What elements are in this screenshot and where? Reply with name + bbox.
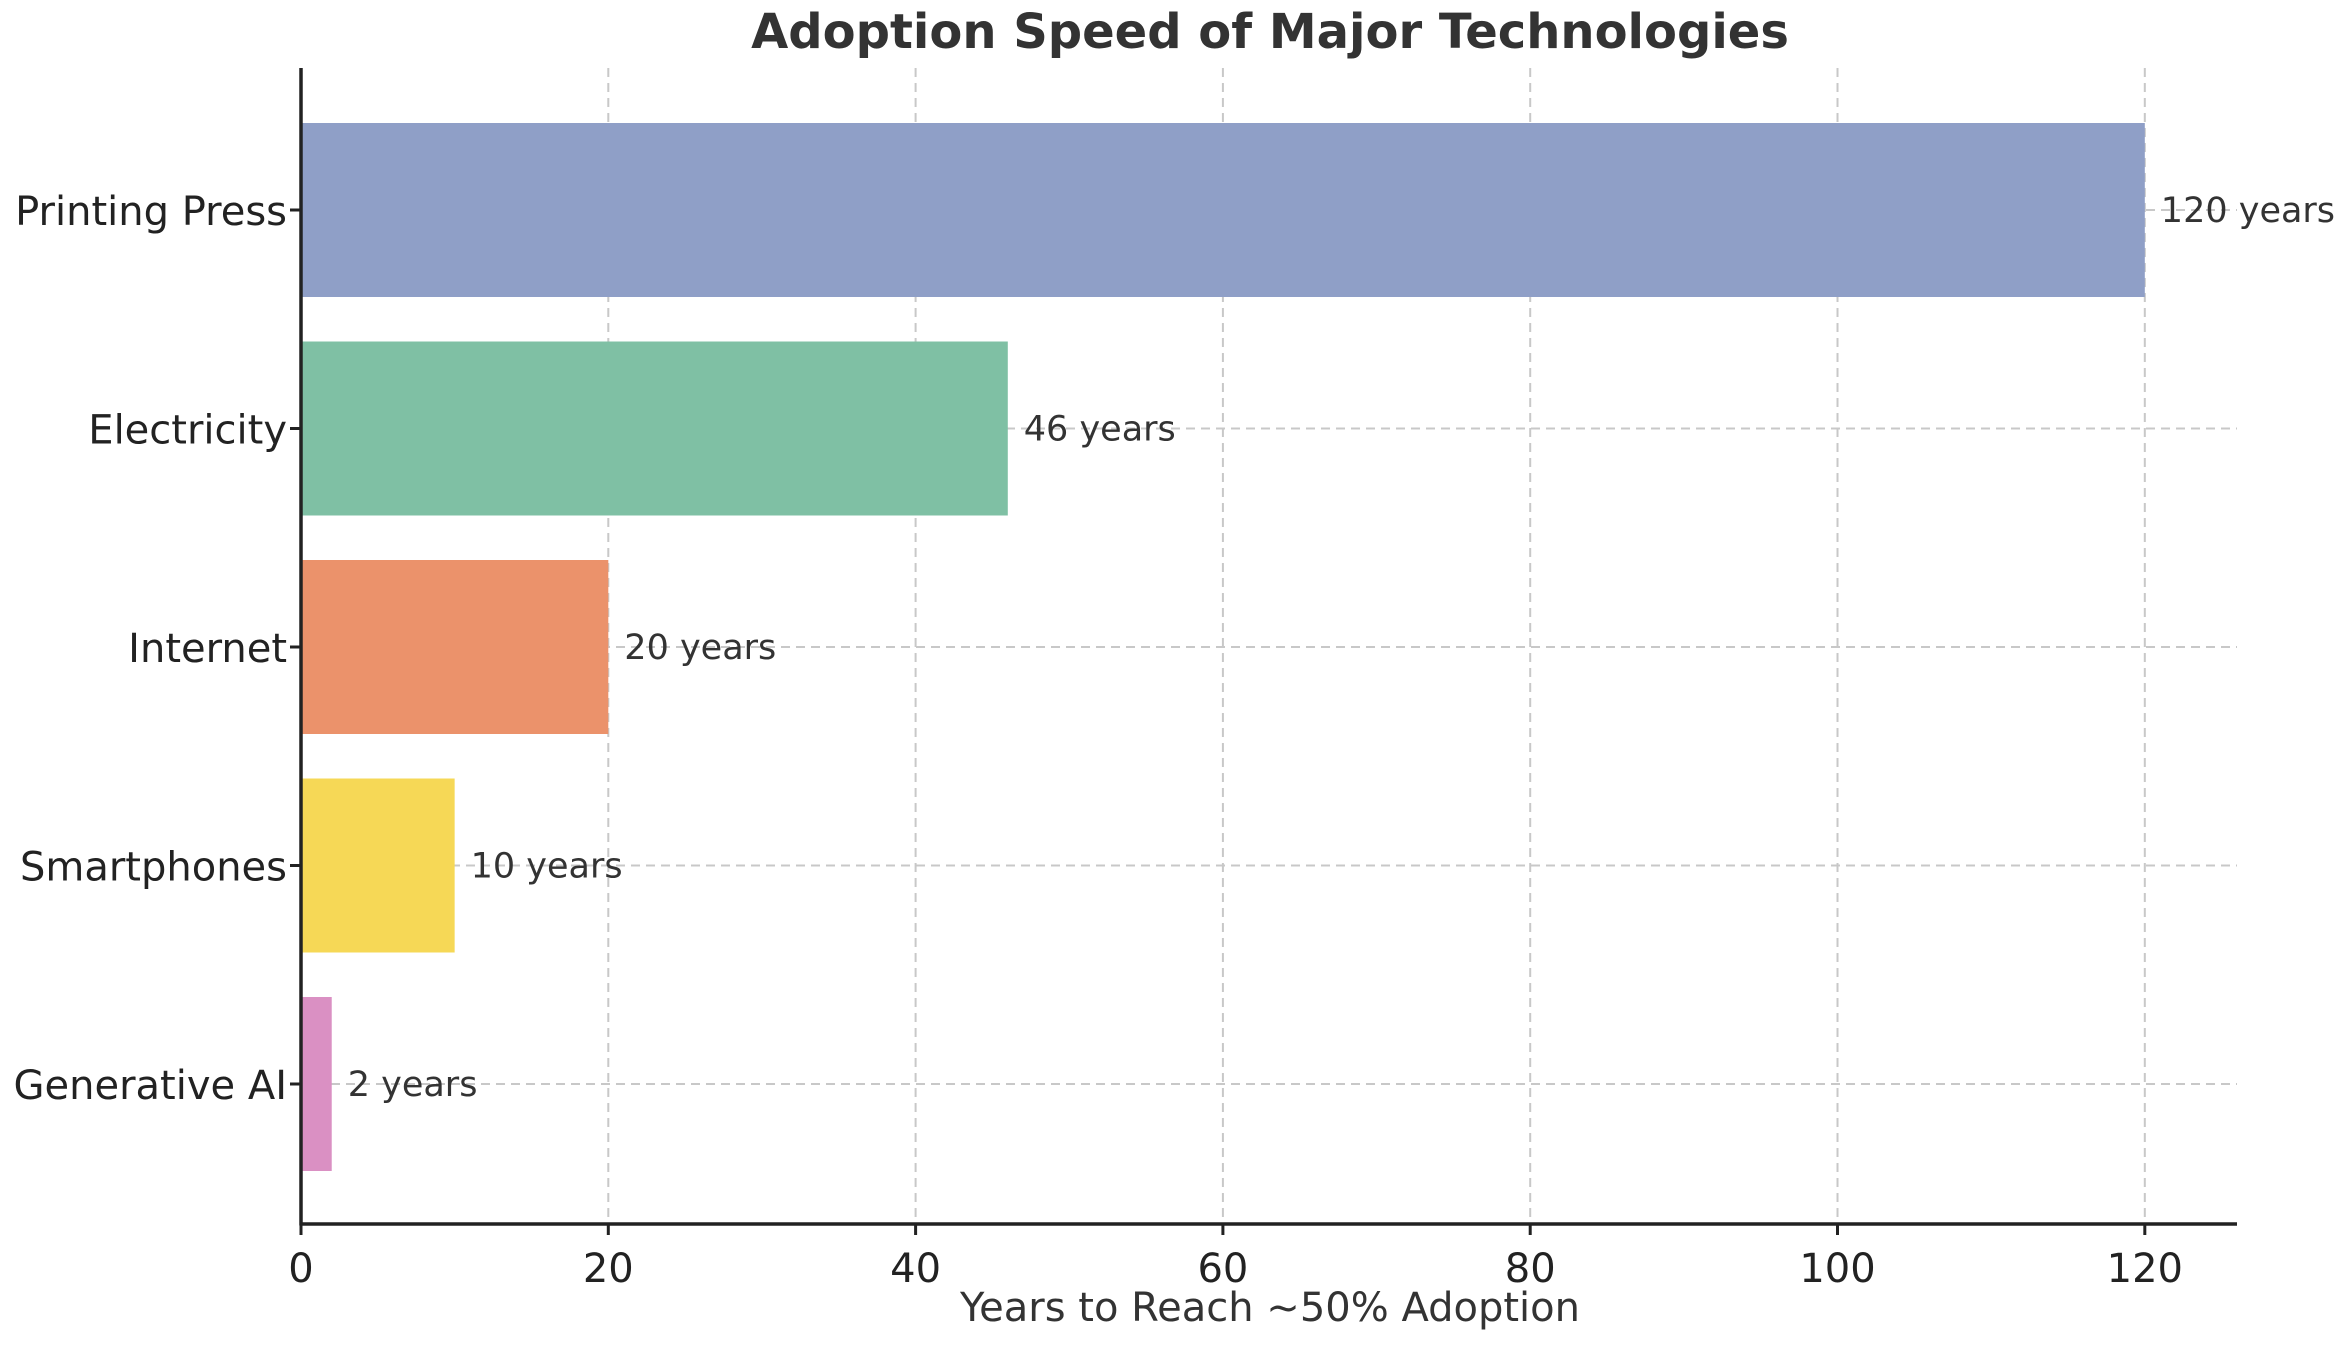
y-tick-label-2: Internet bbox=[128, 626, 287, 672]
x-tick-label-100: 100 bbox=[1799, 1246, 1875, 1292]
bar-3 bbox=[301, 778, 455, 953]
x-tick-label-120: 120 bbox=[2107, 1246, 2183, 1292]
y-tick-label-0: Printing Press bbox=[15, 189, 287, 235]
bar-0 bbox=[301, 123, 2145, 297]
data-label-3: 10 years bbox=[471, 847, 623, 887]
bar-4 bbox=[301, 997, 332, 1171]
axes-layer bbox=[290, 68, 2237, 1235]
x-tick-label-60: 60 bbox=[1197, 1246, 1248, 1292]
chart-title: Adoption Speed of Major Technologies bbox=[751, 4, 1789, 60]
data-label-0: 120 years bbox=[2161, 191, 2334, 231]
x-tick-label-40: 40 bbox=[890, 1246, 941, 1292]
x-axis-label: Years to Reach ~50% Adoption bbox=[959, 1285, 1580, 1331]
y-tick-label-3: Smartphones bbox=[20, 845, 287, 891]
y-tick-label-4: Generative AI bbox=[14, 1063, 287, 1109]
data-label-4: 2 years bbox=[348, 1065, 478, 1105]
data-label-2: 20 years bbox=[624, 628, 776, 668]
bar-2 bbox=[301, 560, 609, 734]
x-tick-label-0: 0 bbox=[288, 1246, 313, 1292]
bars-layer bbox=[301, 123, 2145, 1171]
data-label-1: 46 years bbox=[1024, 410, 1176, 450]
y-tick-label-1: Electricity bbox=[88, 408, 287, 454]
x-tick-label-80: 80 bbox=[1505, 1246, 1556, 1292]
x-tick-label-20: 20 bbox=[583, 1246, 634, 1292]
labels-layer: 120 years Printing Press 46 years Electrici… bbox=[14, 189, 2334, 1292]
bar-1 bbox=[301, 341, 1008, 516]
